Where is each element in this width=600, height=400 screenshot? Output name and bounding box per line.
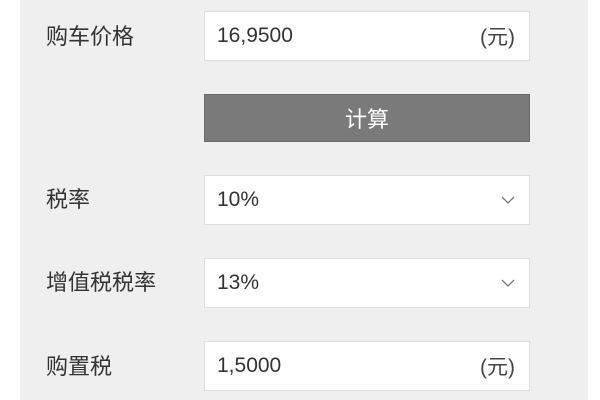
chevron-down-icon xyxy=(501,279,515,287)
price-value: 16,9500 xyxy=(217,24,293,47)
purchase-tax-value: 1,5000 xyxy=(217,354,282,377)
price-label: 购车价格 xyxy=(46,24,135,49)
chevron-down-icon xyxy=(501,196,515,204)
calculate-button[interactable]: 计算 xyxy=(204,94,530,142)
purchase-tax-output: 1,5000 (元) xyxy=(204,341,530,391)
price-input[interactable]: 16,9500 (元) xyxy=(204,11,530,61)
tax-rate-label: 税率 xyxy=(46,187,91,212)
vat-rate-label: 增值税税率 xyxy=(46,270,157,295)
purchase-tax-label: 购置税 xyxy=(46,354,113,379)
tax-rate-select[interactable]: 10% xyxy=(204,175,530,225)
purchase-tax-unit: (元) xyxy=(480,356,515,379)
vat-rate-value: 13% xyxy=(217,271,260,294)
price-unit: (元) xyxy=(480,26,515,49)
calculator-panel: 购车价格 16,9500 (元) 计算 税率 10% 增值税税率 13% 购置税… xyxy=(20,0,588,400)
vat-rate-select[interactable]: 13% xyxy=(204,258,530,308)
tax-rate-value: 10% xyxy=(217,188,260,211)
